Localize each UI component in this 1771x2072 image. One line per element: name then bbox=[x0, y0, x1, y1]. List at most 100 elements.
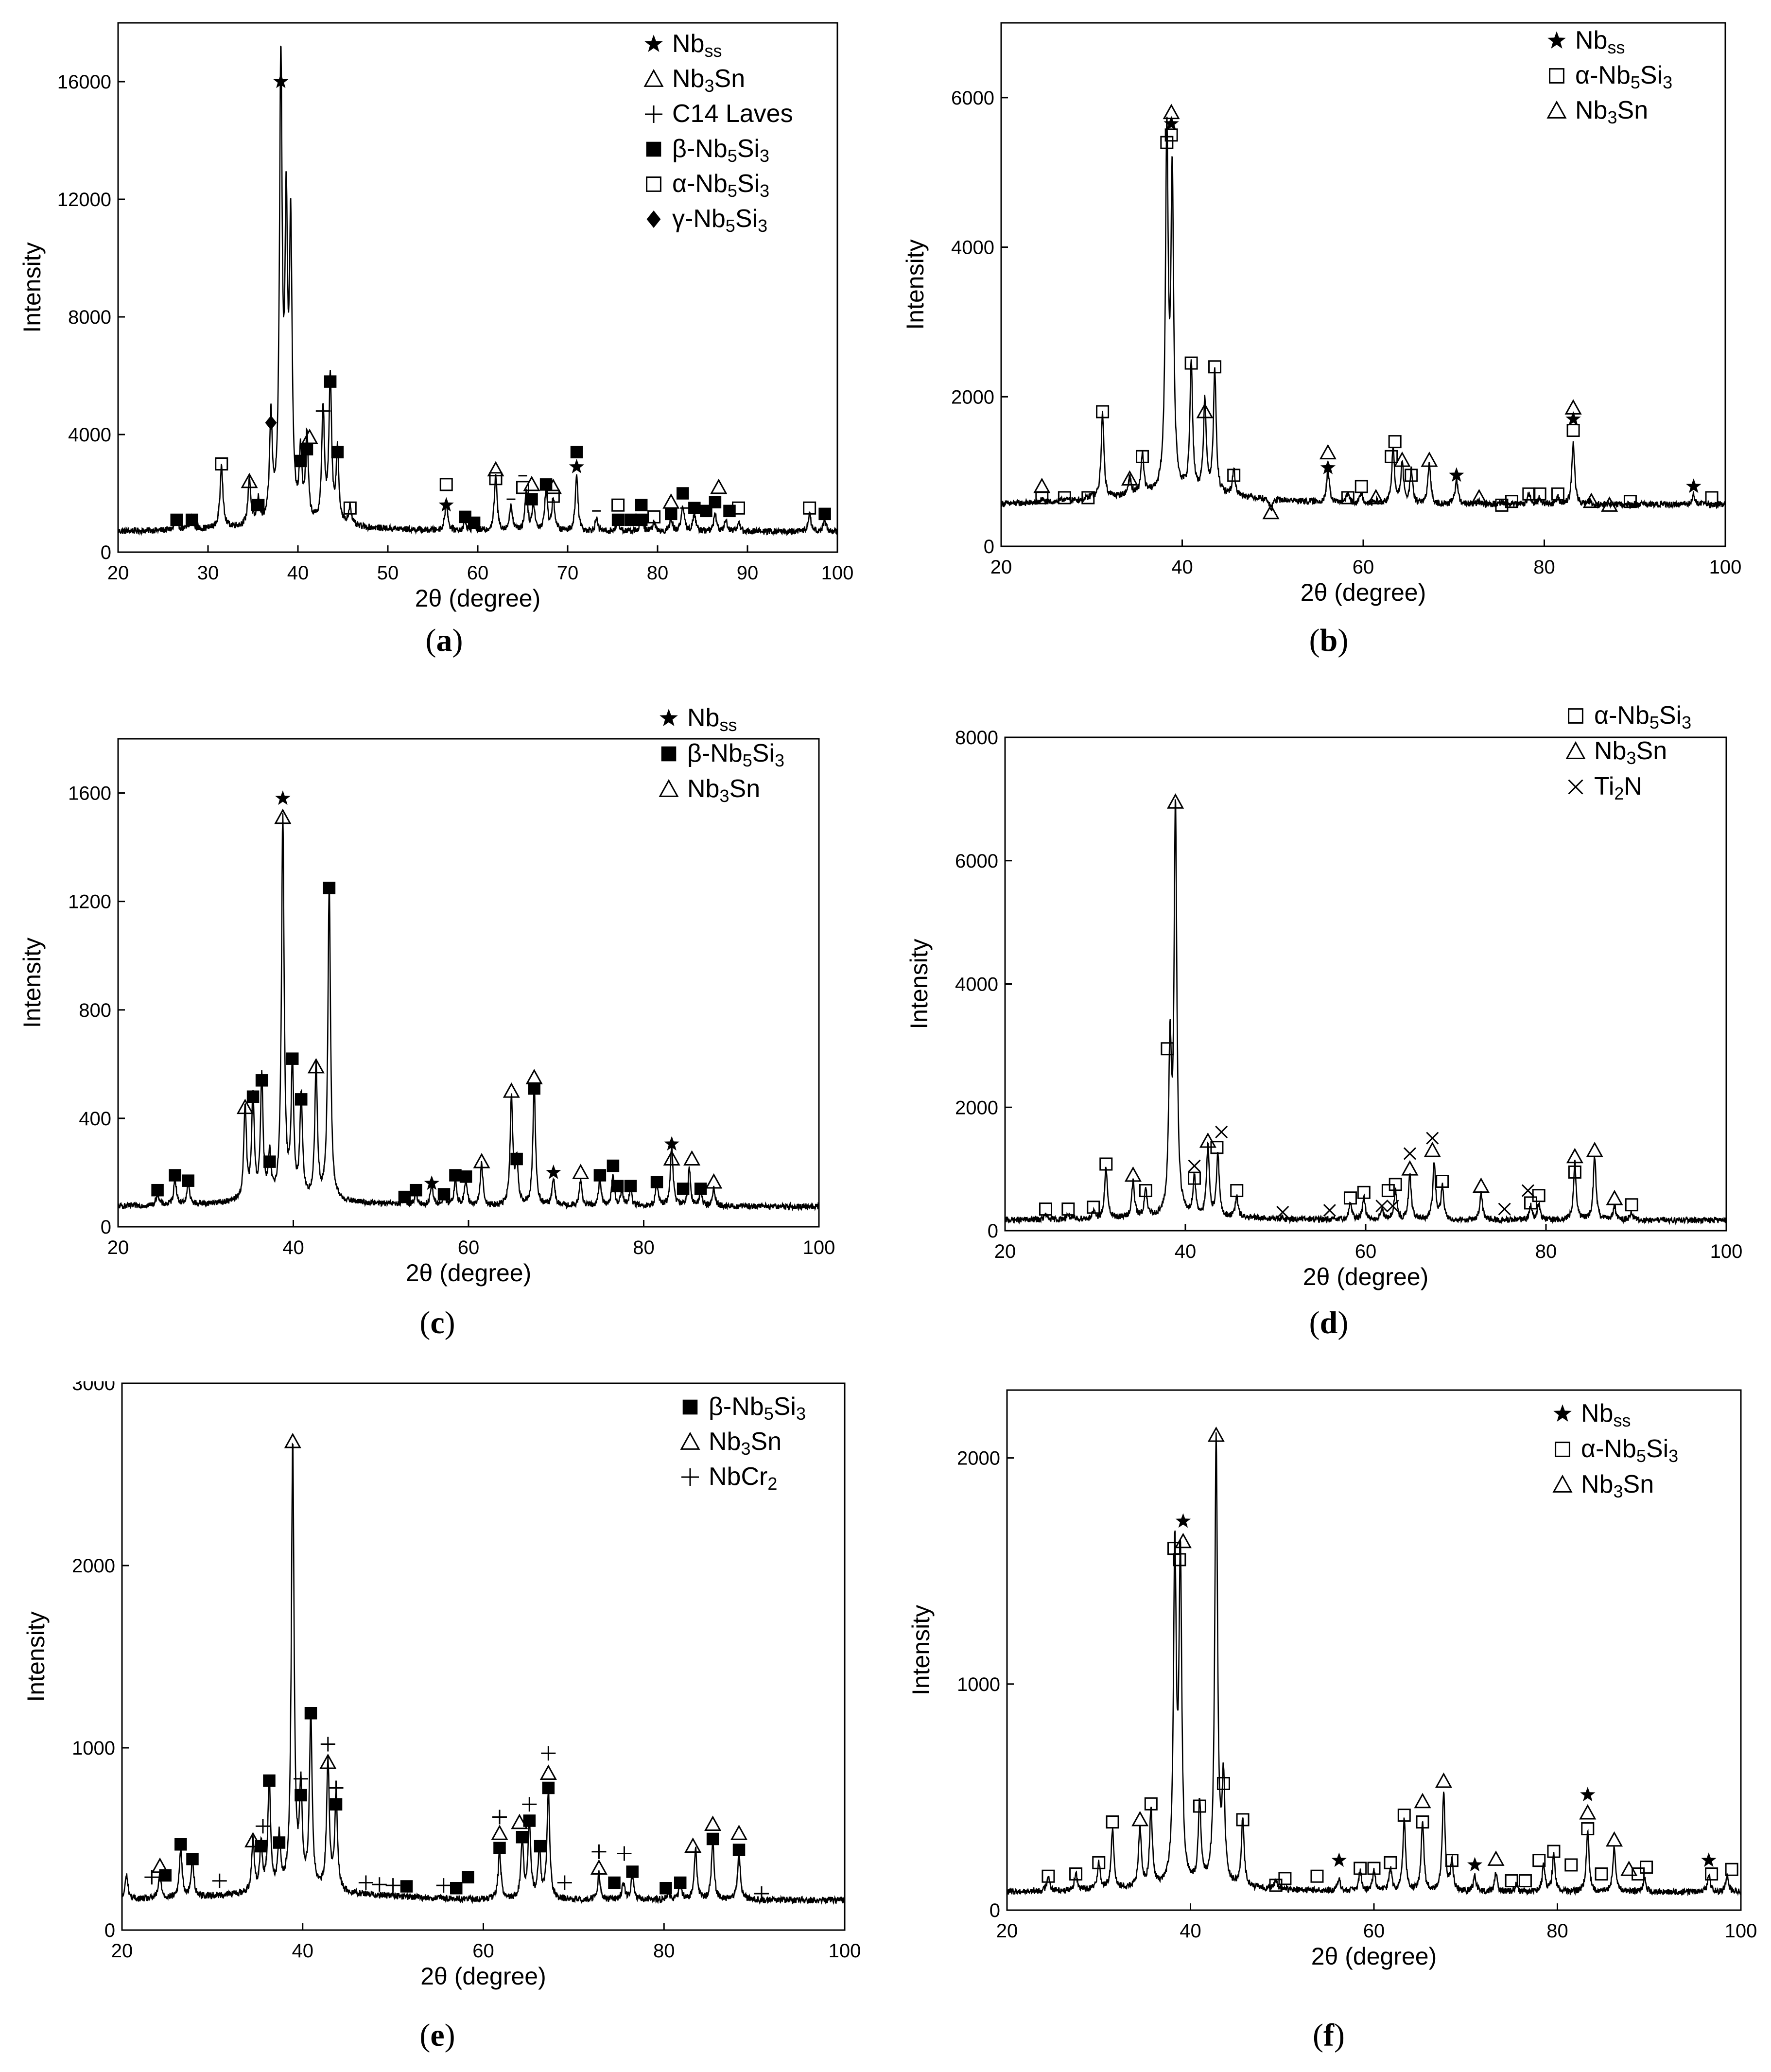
phase-marker-plus bbox=[591, 1844, 607, 1859]
y-axis-title: Intensity bbox=[18, 242, 46, 332]
x-tick-label: 20 bbox=[994, 1241, 1016, 1262]
y-axis-title: Intensity bbox=[905, 939, 933, 1029]
phase-marker-square-filled bbox=[677, 487, 689, 500]
legend-marker-square-filled bbox=[661, 746, 677, 762]
legend-marker-triangle bbox=[1552, 1474, 1573, 1493]
phase-marker-square-open bbox=[732, 501, 745, 515]
phase-marker-square-filled bbox=[182, 1174, 194, 1187]
y-tick-label: 0 bbox=[101, 542, 111, 563]
phase-marker-triangle bbox=[284, 1432, 301, 1448]
phase-marker-triangle bbox=[1131, 1811, 1149, 1827]
phase-marker-star bbox=[1467, 1857, 1483, 1872]
phase-marker-square-open bbox=[1547, 1845, 1561, 1858]
phase-marker-square-open bbox=[1061, 1202, 1075, 1216]
phase-marker-square-filled bbox=[273, 1836, 286, 1849]
phase-marker-square-filled bbox=[252, 499, 265, 511]
phase-marker-square-open bbox=[1310, 1869, 1324, 1883]
x-tick-label: 60 bbox=[1353, 557, 1374, 578]
panel-d: 20 40 60 80 100 0 2000 4000 6000 8000 2θ (degree) I… bbox=[886, 691, 1771, 1381]
phase-marker-square-open bbox=[647, 510, 661, 523]
phase-marker-square-open bbox=[1532, 1189, 1545, 1202]
phase-marker-triangle bbox=[1196, 402, 1214, 418]
phase-marker-square-filled bbox=[611, 513, 625, 526]
x-tick-label: 40 bbox=[287, 562, 309, 584]
phase-marker-triangle bbox=[539, 1764, 557, 1780]
phase-marker-triangle bbox=[241, 472, 258, 488]
y-tick-label: 2000 bbox=[955, 1097, 998, 1118]
legend-label: γ-Nb5Si3 bbox=[672, 205, 767, 236]
phase-marker-square-open bbox=[1354, 480, 1368, 493]
phase-marker-square-open bbox=[1278, 1872, 1292, 1885]
phase-marker-square-open bbox=[1341, 491, 1354, 505]
phase-marker-square-open bbox=[343, 501, 357, 515]
x-axis-title: 2θ (degree) bbox=[1311, 1943, 1437, 1970]
phase-marker-square-open bbox=[1564, 1858, 1578, 1872]
phase-marker-square-open bbox=[1397, 1809, 1411, 1822]
y-tick-label: 800 bbox=[79, 1000, 111, 1021]
phase-marker-square-open bbox=[1416, 1815, 1429, 1829]
legend: Nbss β-Nb5Si3 Nb3Sn bbox=[659, 704, 784, 806]
phase-marker-triangle bbox=[1367, 488, 1385, 505]
panel-caption: (d) bbox=[1309, 1305, 1349, 1341]
phase-marker-square-open bbox=[1524, 1196, 1537, 1210]
phase-marker-triangle bbox=[1472, 1177, 1490, 1193]
phase-marker-square-open bbox=[1518, 1874, 1532, 1888]
phase-marker-star bbox=[275, 790, 291, 805]
phase-marker-square-open bbox=[489, 472, 503, 486]
phase-marker-square-filled bbox=[570, 446, 583, 459]
phase-marker-square-filled bbox=[611, 1180, 624, 1193]
phase-marker-triangle bbox=[1033, 477, 1051, 493]
phase-marker-square-filled bbox=[263, 1155, 276, 1168]
phase-marker-square-open bbox=[1632, 1867, 1645, 1881]
x-tick-label: 80 bbox=[1533, 557, 1555, 578]
x-tick-label: 100 bbox=[803, 1237, 835, 1258]
xrd-chart-a: 20 30 40 50 60 70 80 90 100 0 4000 8000 12000 16000 2θ… bbox=[18, 22, 853, 612]
x-tick-label: 40 bbox=[292, 1940, 314, 1962]
y-tick-label: 2000 bbox=[957, 1448, 1000, 1469]
legend-marker-square-open bbox=[1549, 68, 1564, 84]
phase-marker-square-open bbox=[215, 457, 228, 470]
phase-marker-square-open bbox=[1136, 450, 1149, 463]
phase-marker-plus bbox=[522, 1797, 537, 1812]
panel-e: 20 40 60 80 100 0 1000 2000 3000 2θ (degree) Inten… bbox=[0, 1381, 886, 2072]
phase-marker-triangle bbox=[473, 1153, 490, 1168]
phase-marker-cross bbox=[1323, 1204, 1336, 1217]
panel-caption: (c) bbox=[419, 1305, 455, 1341]
phase-marker-plus bbox=[212, 1873, 227, 1888]
phase-marker-square-filled bbox=[660, 1882, 672, 1895]
phase-marker-triangle bbox=[590, 1859, 608, 1875]
legend-marker-square-open bbox=[646, 176, 661, 192]
phase-marker-cross bbox=[1498, 1202, 1511, 1216]
phase-marker-square-open bbox=[1269, 1879, 1283, 1892]
xrd-pattern-line bbox=[118, 813, 820, 1212]
x-tick-label: 80 bbox=[633, 1237, 655, 1258]
plot-frame bbox=[1006, 1389, 1742, 1911]
phase-marker-square-filled bbox=[170, 513, 183, 526]
phase-marker-square-filled bbox=[246, 1090, 260, 1103]
phase-marker-square-open bbox=[1388, 435, 1402, 449]
legend-label: Nb3Sn bbox=[1575, 96, 1648, 127]
phase-marker-square-filled bbox=[723, 505, 736, 518]
phase-marker-triangle bbox=[1262, 504, 1280, 520]
x-tick-label: 80 bbox=[653, 1940, 675, 1962]
phase-marker-square-filled bbox=[542, 1781, 555, 1794]
xrd-chart-c: 20 40 60 80 100 0 400 800 1200 1600 2θ (degree) Int… bbox=[18, 704, 835, 1287]
phase-marker-square-filled bbox=[450, 1882, 463, 1895]
legend-marker-star bbox=[1553, 1404, 1572, 1422]
phase-marker-square-open bbox=[1096, 405, 1110, 418]
phase-marker-square-open bbox=[1532, 1854, 1546, 1867]
phase-marker-square-open bbox=[516, 481, 529, 494]
phase-marker-star bbox=[1331, 1852, 1347, 1867]
phase-marker-triangle bbox=[1566, 1148, 1583, 1164]
phase-marker-cross bbox=[1375, 1200, 1389, 1213]
y-axis-title: Intensity bbox=[902, 239, 929, 330]
legend-marker-cross bbox=[1568, 779, 1583, 795]
y-axis-title: Intensity bbox=[18, 938, 46, 1028]
phase-marker-square-open bbox=[1058, 491, 1071, 505]
x-axis-title: 2θ (degree) bbox=[406, 1259, 532, 1287]
legend-marker-star bbox=[644, 35, 663, 52]
phase-marker-square-open bbox=[1551, 487, 1564, 501]
phase-marker-triangle bbox=[1582, 492, 1600, 508]
x-tick-label: 20 bbox=[107, 1237, 129, 1258]
